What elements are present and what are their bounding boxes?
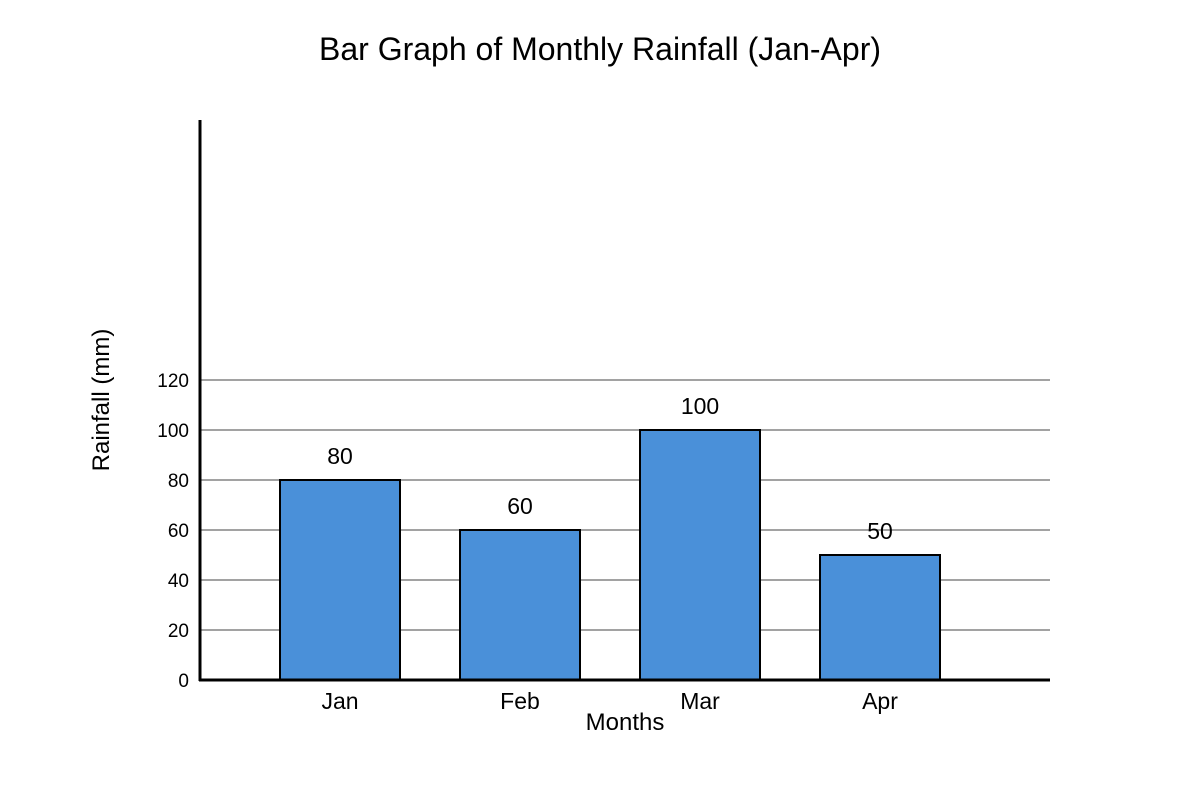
x-tick-label-feb: Feb	[500, 688, 540, 714]
x-tick-label-jan: Jan	[321, 688, 358, 714]
chart-title: Bar Graph of Monthly Rainfall (Jan-Apr)	[319, 31, 881, 67]
x-axis-label: Months	[586, 709, 665, 736]
bar-jan	[279, 479, 401, 681]
x-tick-label-mar: Mar	[680, 688, 720, 714]
y-tick-label: 60	[168, 521, 189, 542]
x-tick-label-apr: Apr	[862, 688, 898, 714]
y-tick-labels: 0 20 40 60 80 100 120	[157, 371, 189, 692]
data-label-mar: 100	[681, 393, 719, 419]
y-tick-label: 80	[168, 471, 189, 492]
bars	[279, 429, 941, 681]
bar-apr	[819, 554, 941, 681]
y-tick-label: 100	[157, 421, 189, 442]
data-label-feb: 60	[507, 493, 533, 519]
y-axis-label: Rainfall (mm)	[88, 329, 115, 472]
bar-feb	[459, 529, 581, 681]
y-tick-label: 20	[168, 621, 189, 642]
data-label-apr: 50	[867, 518, 893, 544]
x-category-labels: Jan Feb Mar Apr	[321, 688, 898, 714]
data-label-jan: 80	[327, 443, 353, 469]
data-labels: 80 60 100 50	[327, 393, 893, 544]
y-tick-label: 120	[157, 371, 189, 392]
y-tick-label: 0	[178, 671, 189, 692]
y-tick-label: 40	[168, 571, 189, 592]
bar-mar	[639, 429, 761, 681]
